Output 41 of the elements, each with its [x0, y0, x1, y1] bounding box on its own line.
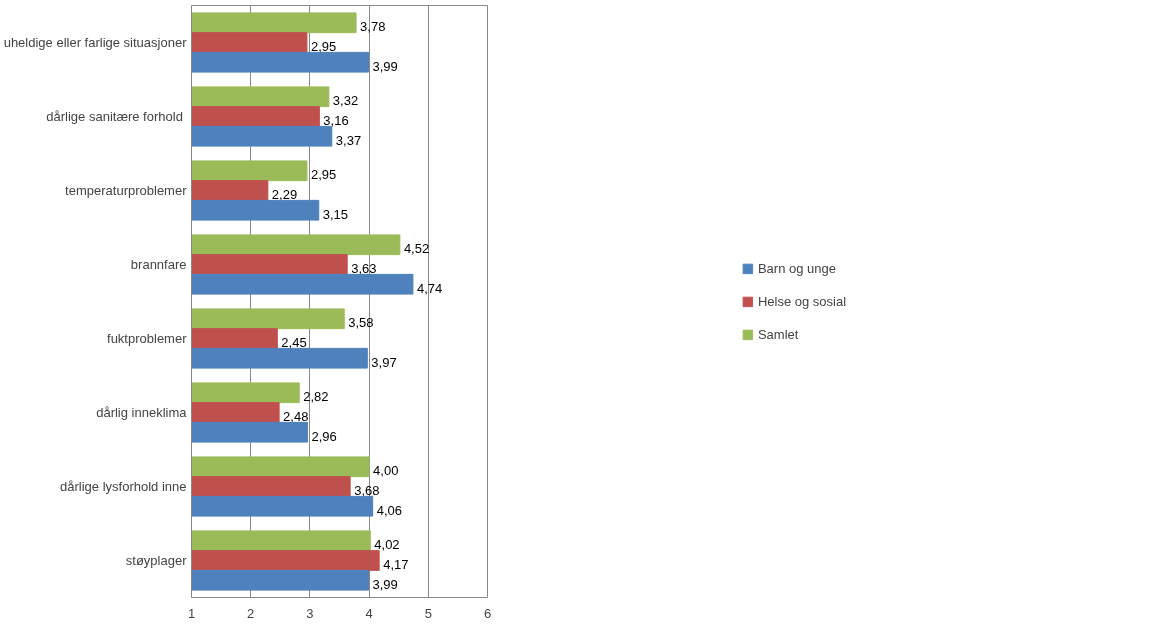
data-label: 3,58	[348, 315, 374, 331]
data-label: 3,15	[322, 206, 349, 222]
data-label: 3,99	[372, 58, 398, 74]
data-label: 3,32	[332, 93, 359, 109]
data-label: 3,68	[354, 483, 380, 498]
legend-label: Barn og unge	[757, 260, 836, 276]
y-tick-label: brannfare	[130, 257, 187, 272]
data-label: 2,96	[311, 428, 337, 444]
y-tick-label: støyplager	[125, 553, 188, 568]
data-label: 4,06	[376, 502, 402, 518]
x-tick-label: 6	[483, 605, 492, 621]
y-tick-label: fuktproblemer	[107, 331, 188, 346]
data-label: 2,95	[310, 39, 337, 54]
x-tick-label: 2	[247, 605, 255, 621]
data-label: 4,17	[383, 557, 409, 572]
data-label: 4,74	[416, 280, 443, 296]
data-label: 2,29	[271, 187, 298, 202]
legend-label: Samlet	[757, 326, 799, 342]
y-tick-label: uheldige eller farlige situasjoner	[3, 35, 188, 50]
x-tick-label: 5	[424, 605, 432, 621]
data-label: 4,02	[374, 537, 400, 553]
data-label: 3,16	[323, 113, 349, 128]
data-label: 3,99	[372, 576, 398, 592]
x-tick-label: 1	[187, 605, 196, 621]
legend-label: Helse og sosial	[757, 293, 847, 309]
y-tick-label: dårlige sanitære forhold	[46, 109, 183, 124]
data-label: 3,97	[371, 354, 397, 370]
y-tick-label: dårlige lysforhold inne	[60, 479, 187, 494]
data-label: 2,95	[310, 167, 337, 183]
data-label: 3,63	[351, 261, 377, 276]
x-tick-label: 3	[306, 605, 314, 621]
x-tick-label: 4	[365, 605, 373, 621]
y-tick-label: dårlig inneklima	[96, 405, 188, 420]
y-tick-label: temperaturproblemer	[65, 183, 188, 198]
data-label: 3,37	[335, 132, 362, 148]
data-label: 4,00	[373, 463, 399, 479]
data-label: 2,48	[283, 409, 309, 424]
data-label: 3,78	[360, 19, 386, 35]
data-label: 2,45	[281, 335, 307, 350]
data-label: 2,82	[303, 389, 329, 405]
data-label: 4,52	[403, 241, 430, 257]
